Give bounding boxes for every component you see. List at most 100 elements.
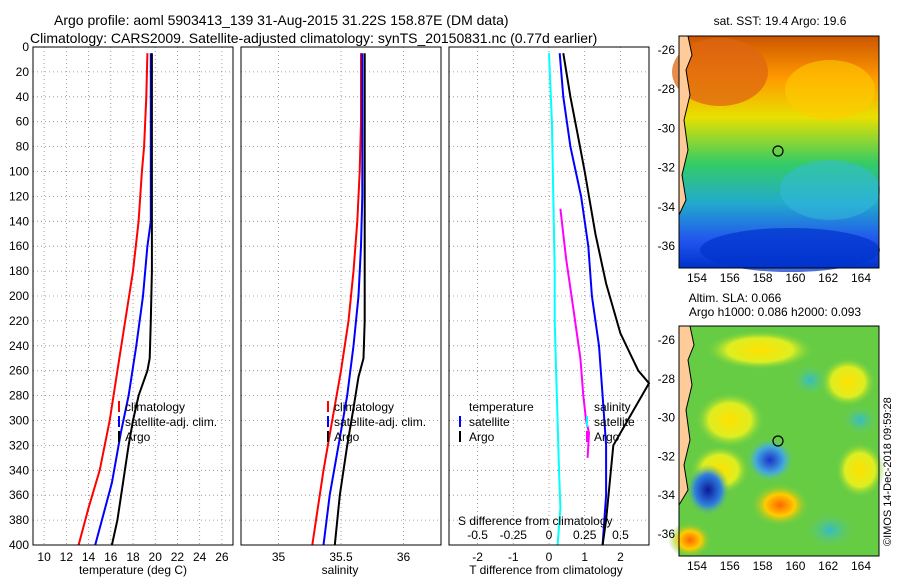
map-y-tick-label: -30 (658, 121, 676, 135)
difference-frame (448, 46, 650, 546)
map-y-tick-label: -28 (658, 372, 676, 386)
map-y-tick-label: -26 (658, 43, 676, 57)
temperature-frame (32, 46, 234, 546)
series-line-climatology (77, 53, 149, 546)
legend-temperature-title: temperature (469, 400, 534, 414)
map-x-tick-label: 154 (687, 271, 707, 285)
x-tick-label: 0 (546, 550, 553, 564)
map-y-tick-label: -26 (658, 333, 676, 347)
sla-eddy (842, 405, 878, 435)
depth-y-ticks: 0 20 40 60 80 100 120 140 160 180 200 220 240 260 280 3… (9, 40, 29, 552)
sla-eddy (792, 364, 828, 396)
salinity-frame (240, 46, 442, 546)
series-line-s-argo (559, 208, 591, 458)
sla-title-2: Argo h1000: 0.086 h2000: 0.093 (689, 305, 861, 319)
y-tick-label: 340 (9, 463, 29, 477)
x-tick-label: -2 (472, 550, 483, 564)
x-tick-label: -1 (508, 550, 519, 564)
sst-map: sat. SST: 19.4 Argo: 19.6 154 156 158 160 16… (658, 14, 880, 285)
sla-eddy (695, 392, 765, 448)
map-y-tick-label: -34 (658, 488, 676, 502)
sla-argo-marker (772, 435, 784, 447)
s-difference-label: S difference from climatology (458, 514, 613, 528)
y-tick-label: 120 (9, 189, 29, 203)
sla-eddy (746, 438, 794, 482)
s-tick-label: -0.25 (500, 528, 528, 542)
sla-eddy (686, 464, 730, 516)
y-tick-label: 60 (16, 115, 30, 129)
sla-y-ticks: -26 -28 -30 -32 -34 -36 (658, 333, 676, 541)
y-tick-label: 380 (9, 513, 29, 527)
legend-s-argo-label: Argo (594, 430, 620, 444)
t-difference-x-ticks: -2 -1 0 1 2 (472, 550, 624, 564)
map-x-tick-label: 158 (753, 559, 773, 573)
x-tick-label: 1 (581, 550, 588, 564)
temperature-xlabel: temperature (deg C) (79, 563, 187, 577)
title-line-1: Argo profile: aoml 5903413_139 31-Aug-20… (54, 12, 509, 28)
y-tick-label: 200 (9, 289, 29, 303)
sla-eddy (835, 442, 885, 498)
x-tick-label: 22 (171, 550, 185, 564)
s-tick-label: 0.5 (612, 528, 629, 542)
salinity-series (311, 53, 366, 546)
sla-eddy (750, 483, 810, 527)
series-line-t-argo (562, 53, 651, 546)
y-tick-label: 320 (9, 438, 29, 452)
legend-salinity-title: salinity (594, 400, 631, 414)
y-tick-label: 360 (9, 488, 29, 502)
sla-frame (678, 325, 880, 557)
temperature-grid (33, 46, 233, 546)
sst-cool-patch (780, 160, 880, 220)
map-x-tick-label: 164 (851, 559, 871, 573)
series-line-satellite-adj-clim- (322, 53, 364, 546)
y-tick-label: 20 (16, 65, 30, 79)
map-x-tick-label: 154 (687, 559, 707, 573)
y-tick-label: 80 (16, 140, 30, 154)
credit-text: ©IMOS 14-Dec-2018 09:59:28 (882, 397, 894, 546)
sst-x-ticks: 154 156 158 160 162 164 (687, 271, 871, 285)
y-tick-label: 400 (9, 538, 29, 552)
y-tick-label: 100 (9, 165, 29, 179)
difference-series (548, 53, 651, 546)
x-tick-label: 35.5 (329, 550, 353, 564)
map-y-tick-label: -34 (658, 200, 676, 214)
sst-warm-patch (672, 38, 768, 106)
legend-climatology-label: climatology (125, 400, 185, 414)
legend-t-argo-label: Argo (469, 430, 495, 444)
temperature-legend: climatology satellite-adj. clim. Argo (118, 400, 217, 444)
map-x-tick-label: 160 (785, 559, 805, 573)
legend-argo-label: Argo (334, 430, 360, 444)
x-tick-label: 16 (104, 550, 118, 564)
map-x-tick-label: 160 (785, 271, 805, 285)
x-tick-label: 36 (397, 550, 411, 564)
map-y-tick-label: -28 (658, 82, 676, 96)
map-x-tick-label: 164 (851, 271, 871, 285)
sla-map: Altim. SLA: 0.066 Argo h1000: 0.086 h200… (658, 291, 885, 573)
map-y-tick-label: -36 (658, 527, 676, 541)
temperature-panel: 10 12 14 16 18 20 22 24 26 0 20 40 60 80 100 120 140 160… (9, 40, 234, 577)
series-line-satellite-adj-clim- (94, 53, 152, 546)
s-tick-label: -0.5 (467, 528, 488, 542)
salinity-legend: climatology satellite-adj. clim. Argo (327, 400, 426, 444)
legend-t-satellite-label: satellite (469, 415, 510, 429)
y-tick-label: 140 (9, 214, 29, 228)
y-tick-label: 160 (9, 239, 29, 253)
temperature-x-ticks: 10 12 14 16 18 20 22 24 26 (37, 550, 228, 564)
s-difference-x-ticks: -0.5 -0.25 0 0.25 0.5 (467, 528, 629, 542)
x-tick-label: 20 (149, 550, 163, 564)
temperature-series (77, 53, 153, 546)
map-x-tick-label: 162 (818, 559, 838, 573)
legend-climatology-label: climatology (334, 400, 394, 414)
sst-map-title: sat. SST: 19.4 Argo: 19.6 (714, 14, 847, 28)
x-tick-label: 12 (60, 550, 74, 564)
legend-satellite-label: satellite-adj. clim. (334, 415, 426, 429)
sla-x-ticks: 154 156 158 160 162 164 (687, 559, 871, 573)
series-line-argo (110, 53, 153, 546)
difference-panel: -2 -1 0 1 2 -0.5 -0.25 0 0.25 0.5 S difference f… (448, 46, 651, 577)
y-tick-label: 280 (9, 389, 29, 403)
sst-y-ticks: -26 -28 -30 -32 -34 -36 (658, 43, 676, 253)
series-line-s-satellite (548, 53, 562, 546)
x-tick-label: 18 (126, 550, 140, 564)
map-x-tick-label: 158 (753, 271, 773, 285)
